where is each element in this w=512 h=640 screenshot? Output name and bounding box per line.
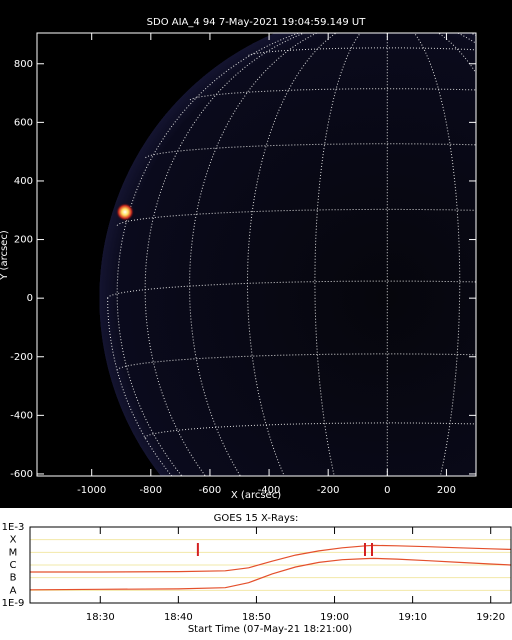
y-tick-label: C bbox=[10, 560, 17, 571]
y-tick-label: B bbox=[10, 573, 17, 584]
heliographic-grid bbox=[189, 88, 476, 101]
x-tick-label: 19:00 bbox=[320, 612, 349, 623]
x-tick-label: -1000 bbox=[77, 485, 106, 496]
y-tick-label: 1E-3 bbox=[2, 522, 25, 533]
flux-line bbox=[29, 557, 512, 591]
y-tick-label: 1E-9 bbox=[2, 598, 25, 609]
heliographic-grid bbox=[413, 33, 461, 476]
y-tick-label: 200 bbox=[14, 235, 33, 246]
heliographic-grid bbox=[247, 33, 338, 476]
x-tick-label: -800 bbox=[139, 485, 162, 496]
x-tick-label: 0 bbox=[384, 485, 390, 496]
goes-panel: GOES 15 X-Rays: Start Time (07-May-21 18:… bbox=[2, 513, 512, 635]
x-tick-label: 19:20 bbox=[476, 612, 505, 623]
x-tick-label: -600 bbox=[199, 485, 222, 496]
heliographic-grid bbox=[314, 33, 361, 476]
x-tick-label: -200 bbox=[317, 485, 340, 496]
y-tick-label: 0 bbox=[27, 293, 33, 304]
x-tick-label: 200 bbox=[437, 485, 456, 496]
plot-frame bbox=[29, 526, 512, 604]
flux-line bbox=[30, 544, 512, 573]
heliographic-grid bbox=[248, 47, 476, 56]
disk-layer bbox=[99, 33, 476, 476]
x-tick-label: 18:30 bbox=[86, 612, 115, 623]
y-tick-label: X bbox=[10, 535, 17, 546]
chart-title: GOES 15 X-Rays: bbox=[214, 513, 299, 524]
heliographic-grid bbox=[437, 33, 476, 74]
x-axis-label: X (arcsec) bbox=[231, 490, 281, 501]
x-tick-label: 18:40 bbox=[164, 612, 193, 623]
y-tick-label: M bbox=[9, 547, 18, 558]
y-tick-label: -200 bbox=[10, 352, 33, 363]
y-tick-label: 800 bbox=[14, 59, 33, 70]
heliographic-grid bbox=[116, 33, 301, 476]
y-tick-label: -400 bbox=[10, 410, 33, 421]
x-tick-label: 18:50 bbox=[242, 612, 271, 623]
y-tick-label: -600 bbox=[10, 469, 33, 480]
chart-title: SDO AIA_4 94 7-May-2021 19:04:59.149 UT bbox=[147, 17, 367, 28]
heliographic-grid bbox=[116, 208, 476, 226]
y-tick-label: A bbox=[10, 585, 17, 596]
plot-frame bbox=[36, 32, 477, 477]
y-tick-label: 600 bbox=[14, 117, 33, 128]
x-tick-label: 19:10 bbox=[398, 612, 427, 623]
y-axis-label: Y (arcsec) bbox=[0, 230, 10, 281]
y-tick-label: 400 bbox=[14, 176, 33, 187]
x-tick-label: -400 bbox=[258, 485, 281, 496]
heliographic-grid bbox=[189, 33, 319, 476]
x-axis-label: Start Time (07-May-21 18:21:00) bbox=[188, 624, 352, 635]
solar-image-panel: Y (arcsec) SDO AIA_4 94 7-May-2021 19:04:… bbox=[0, 17, 477, 501]
flare bbox=[116, 203, 134, 221]
